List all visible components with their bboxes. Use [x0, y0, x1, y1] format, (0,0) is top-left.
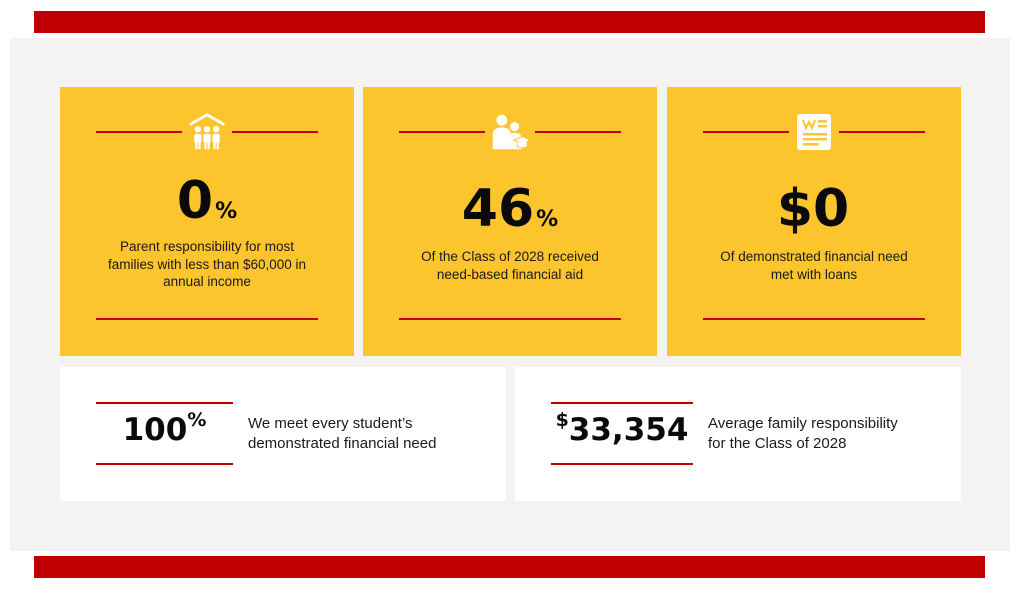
stat-value: 100%: [122, 409, 207, 448]
stat-card-parent-responsibility: 0% Parent responsibility for most famili…: [60, 87, 354, 356]
stat-rule-top: [551, 402, 693, 404]
card-rule-left: [703, 131, 789, 133]
text-line: for the Class of 2028: [708, 435, 847, 452]
desc-line: annual income: [163, 274, 251, 289]
stat-rule-bottom: [96, 463, 233, 465]
desc-line: families with less than $60,000 in: [107, 256, 307, 272]
stat-value: 46%: [461, 179, 559, 239]
parent-graduate-icon: [490, 112, 530, 152]
top-accent-bar: [34, 11, 985, 33]
card-rule-right: [839, 131, 925, 133]
stat-row-need-met: 100% We meet every student’s demonstrate…: [60, 367, 506, 501]
card-rule-right: [535, 131, 621, 133]
stat-suffix: %: [187, 409, 207, 431]
text-line: Average family responsibility: [708, 415, 898, 432]
desc-line: Parent responsibility for most: [119, 239, 295, 254]
card-rule-right: [232, 131, 318, 133]
stat-row-family-responsibility: $33,354 Average family responsibility fo…: [515, 367, 961, 501]
stat-description: Parent responsibility for most families …: [80, 238, 334, 291]
school-family-icon: [187, 112, 227, 152]
stat-description: Of demonstrated financial need met with …: [687, 248, 941, 283]
stat-text: Average family responsibility for the Cl…: [708, 414, 898, 454]
stat-value: 0%: [176, 171, 238, 231]
stat-prefix: $: [555, 409, 569, 431]
card-rule-left: [399, 131, 485, 133]
stat-card-need-based-aid: 46% Of the Class of 2028 received need-b…: [363, 87, 657, 356]
text-line: We meet every student’s: [248, 415, 413, 432]
stat-card-loans: $0 Of demonstrated financial need met wi…: [667, 87, 961, 356]
desc-line: met with loans: [770, 266, 858, 282]
stat-unit: %: [536, 207, 559, 232]
document-icon: [794, 112, 834, 152]
stat-unit: %: [215, 199, 238, 224]
stat-value: $0: [776, 179, 850, 239]
card-rule-bottom: [703, 318, 925, 320]
bottom-accent-bar: [34, 556, 985, 578]
stat-text: We meet every student’s demonstrated fin…: [248, 414, 436, 454]
stat-rule-top: [96, 402, 233, 404]
card-rule-bottom: [96, 318, 318, 320]
stat-description: Of the Class of 2028 received need-based…: [383, 248, 637, 283]
stat-value: $33,354: [555, 409, 689, 448]
desc-line: Of the Class of 2028 received: [421, 249, 599, 264]
text-line: demonstrated financial need: [248, 435, 437, 452]
desc-line: need-based financial aid: [436, 266, 584, 282]
card-rule-left: [96, 131, 182, 133]
card-rule-bottom: [399, 318, 621, 320]
desc-line: Of demonstrated financial need: [720, 249, 908, 264]
stat-rule-bottom: [551, 463, 693, 465]
